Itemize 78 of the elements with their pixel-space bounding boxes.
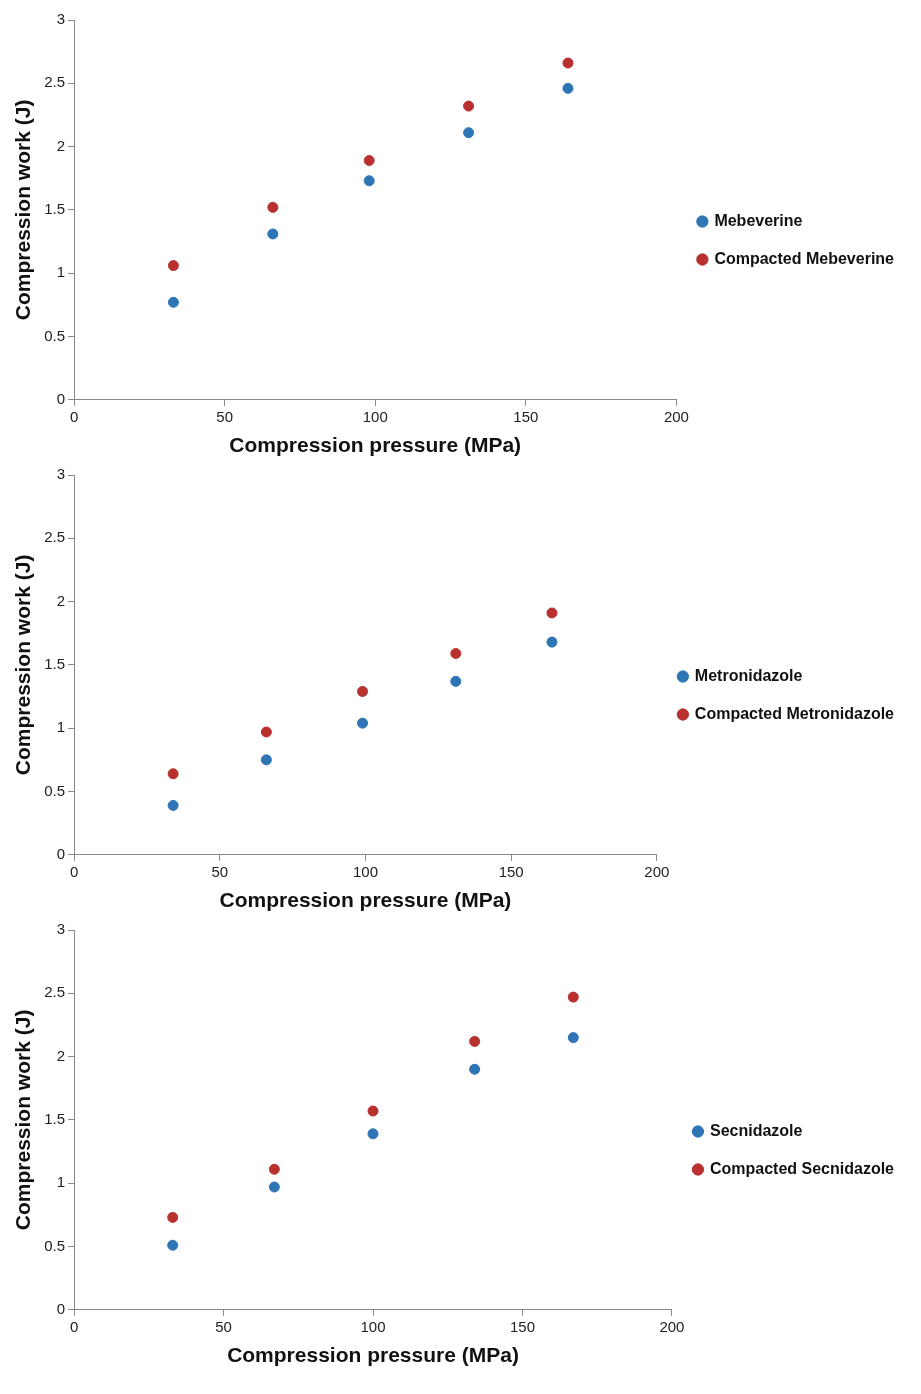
y-tick-label: 1: [56, 1173, 66, 1191]
x-tick-label: 100: [352, 862, 378, 880]
point: [469, 1035, 481, 1047]
x-tick-label: 0: [69, 1317, 79, 1335]
point: [567, 1032, 579, 1044]
legend-label: Mebeverine: [714, 211, 803, 229]
point: [463, 127, 475, 139]
y-tick-label: 0: [56, 844, 66, 862]
x-tick-label: 50: [215, 1317, 232, 1335]
point: [357, 685, 369, 697]
x-tick-label: 150: [498, 862, 524, 880]
legend-label: Compacted Secnidazole: [709, 1159, 895, 1177]
point: [268, 1181, 280, 1193]
x-tick-label: 50: [211, 862, 229, 880]
y-tick-label: 2: [56, 136, 66, 154]
point: [167, 1211, 179, 1223]
y-tick-label: 0.5: [44, 781, 66, 799]
y-tick-label: 1: [56, 263, 66, 281]
point: [562, 82, 574, 94]
point: [367, 1128, 379, 1140]
x-tick-label: 50: [216, 407, 233, 425]
point: [260, 726, 272, 738]
point: [463, 100, 475, 112]
y-axis-title: Compression work (J): [11, 1009, 35, 1231]
point: [546, 607, 558, 619]
y-tick-label: 0.5: [44, 1236, 66, 1254]
legend-label: Compacted Mebeverine: [714, 249, 895, 267]
x-tick-label: 0: [69, 862, 79, 880]
point: [167, 768, 179, 780]
y-tick-label: 1: [56, 718, 66, 736]
point: [363, 155, 375, 167]
y-tick-label: 0.5: [44, 326, 66, 344]
point: [357, 717, 369, 729]
point: [546, 636, 558, 648]
point: [167, 799, 179, 811]
x-tick-label: 0: [69, 407, 79, 425]
point: [167, 1239, 179, 1251]
x-tick-label: 150: [509, 1317, 535, 1335]
y-axis-title: Compression work (J): [11, 554, 35, 776]
point: [363, 175, 375, 187]
point: [268, 1163, 280, 1175]
y-axis-title: Compression work (J): [11, 99, 35, 321]
point: [450, 675, 462, 687]
point: [567, 991, 579, 1003]
y-tick-label: 3: [56, 10, 66, 28]
y-tick-label: 1.5: [44, 1110, 66, 1128]
point: [367, 1105, 379, 1117]
x-tick-label: 200: [663, 407, 689, 425]
point: [469, 1063, 481, 1075]
y-tick-label: 2.5: [44, 528, 66, 546]
x-tick-label: 200: [644, 862, 670, 880]
point: [267, 228, 279, 240]
y-tick-label: 0: [56, 1299, 66, 1317]
y-tick-label: 1.5: [44, 200, 66, 218]
y-tick-label: 3: [56, 920, 66, 938]
point: [167, 260, 179, 272]
x-axis-title: Compression pressure (MPa): [227, 1343, 519, 1367]
x-tick-label: 100: [360, 1317, 386, 1335]
y-tick-label: 2.5: [44, 73, 66, 91]
y-tick-label: 1.5: [44, 655, 66, 673]
y-tick-label: 2: [56, 1046, 66, 1064]
y-tick-label: 3: [56, 465, 66, 483]
x-tick-label: 150: [513, 407, 539, 425]
point: [562, 57, 574, 69]
y-tick-label: 2: [56, 591, 66, 609]
legend-label: Secnidazole: [709, 1121, 803, 1139]
y-tick-label: 2.5: [44, 983, 66, 1001]
y-tick-label: 0: [56, 389, 66, 407]
point: [267, 201, 279, 213]
point: [450, 648, 462, 660]
x-axis-title: Compression pressure (MPa): [219, 888, 512, 912]
point: [167, 296, 179, 308]
x-tick-label: 200: [659, 1317, 685, 1335]
x-axis-title: Compression pressure (MPa): [229, 433, 522, 457]
legend-label: Metronidazole: [694, 666, 803, 684]
x-tick-label: 100: [362, 407, 388, 425]
legend-label: Compacted Metronidazole: [694, 704, 895, 722]
point: [260, 754, 272, 766]
